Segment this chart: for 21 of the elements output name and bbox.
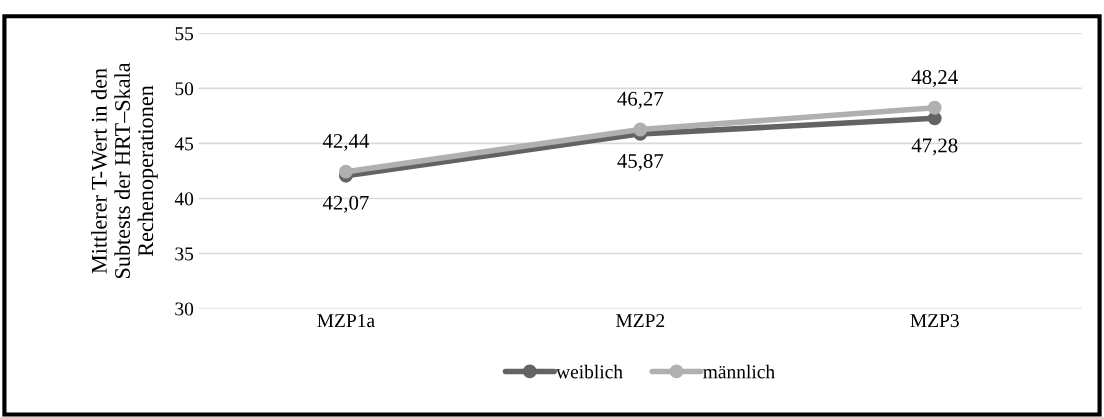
data-label: 46,27 [617,91,664,109]
data-label: 42,44 [322,133,370,151]
y-tick-label: 35 [175,247,194,261]
data-label: 45,87 [617,153,664,171]
y-axis-title: Mittlerer T-Wert in den Subtests der HRT–Skala Rechenoperationen [91,62,158,279]
point [338,164,353,179]
y-tick-label: 45 [174,137,194,151]
x-tick-label: MZP3 [910,314,959,328]
y-tick-label: 50 [175,82,194,96]
data-label: 42,07 [322,195,369,213]
legend-label: männlich [703,364,775,379]
data-label: 48,24 [911,70,958,88]
y-tick-label: 30 [175,302,194,316]
x-tick-label: MZP2 [616,314,665,327]
point [927,100,942,115]
data-label: 47,28 [911,138,958,156]
y-tick-label: 55 [175,27,194,41]
point [633,122,648,137]
legend-label: weiblich [556,364,623,379]
x-tick-label: MZP1a [317,314,375,328]
y-tick-label: 40 [174,192,194,206]
